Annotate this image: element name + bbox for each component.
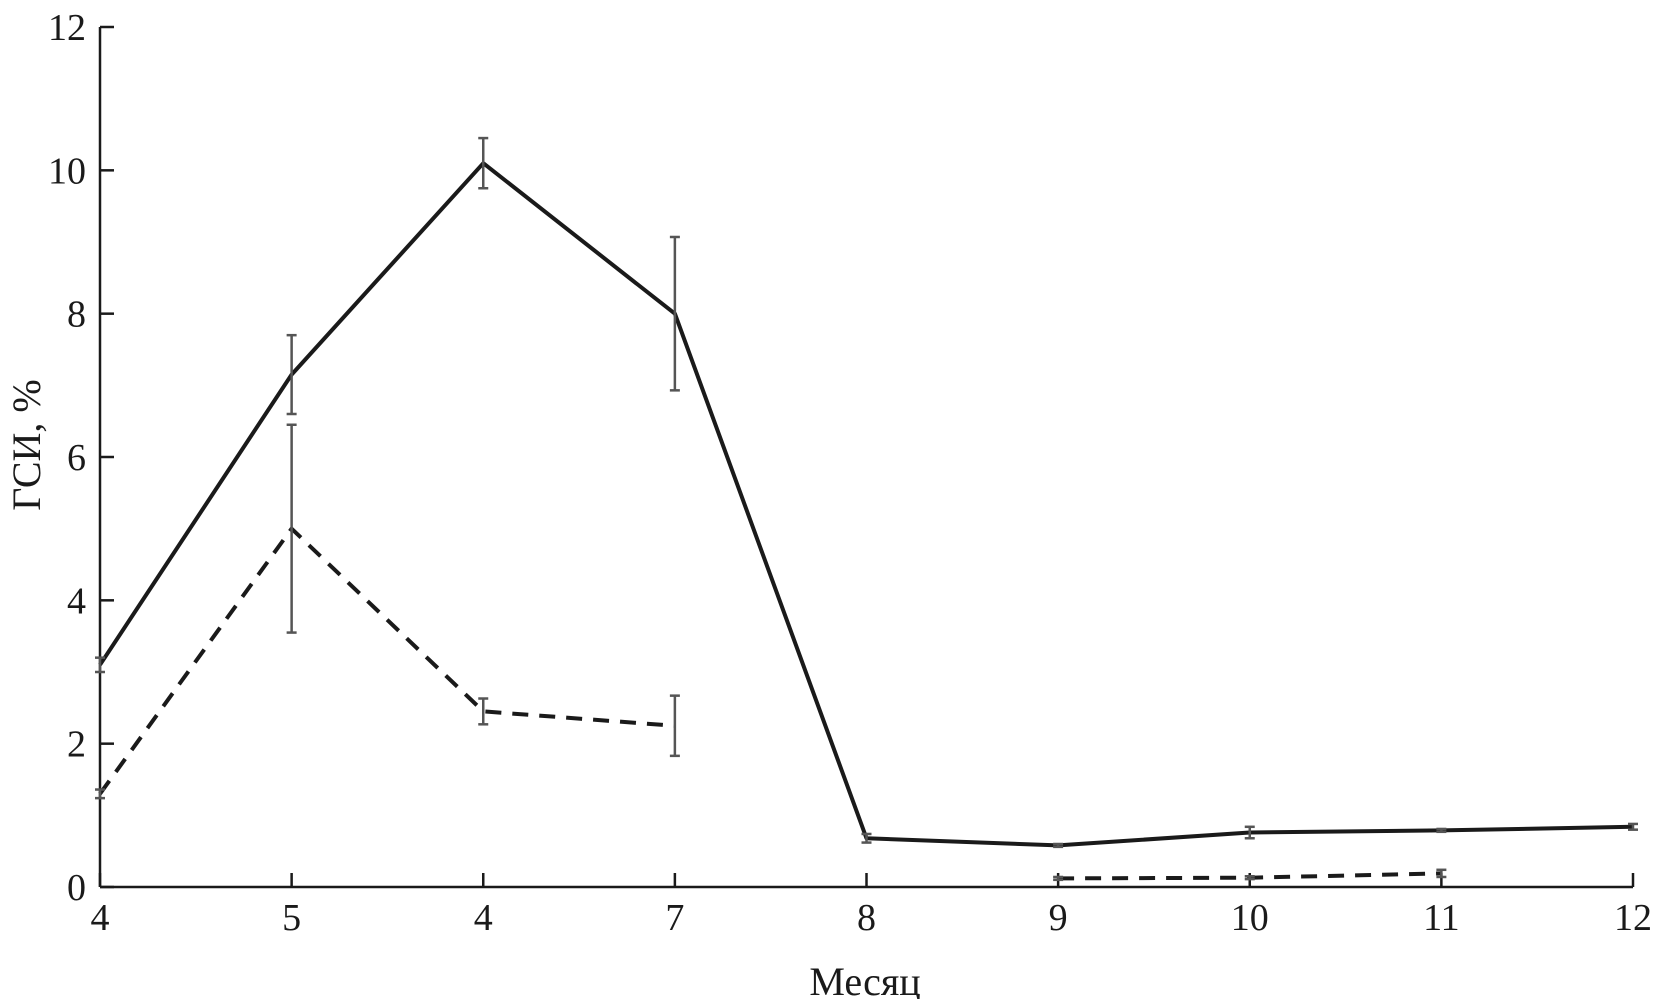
y-tick-label-3: 6 — [67, 437, 86, 479]
x-tick-label-8: 12 — [1614, 897, 1652, 939]
y-tick-label-0: 0 — [67, 867, 86, 909]
x-tick-label-1: 5 — [282, 897, 301, 939]
series-2-errbar-5 — [1053, 875, 1064, 882]
y-tick-label-2: 4 — [67, 580, 86, 622]
series-2-errbar-0 — [95, 788, 105, 800]
series-2-errbar-1 — [286, 423, 297, 634]
y-axis-title: ГСИ, % — [4, 379, 49, 510]
x-axis-title: Месяц — [809, 959, 920, 999]
series-2-errbar-2 — [478, 697, 489, 726]
y-tick-label-1: 2 — [67, 724, 86, 766]
x-tick-label-5: 9 — [1049, 897, 1068, 939]
series-1-errbar-6 — [1244, 825, 1255, 840]
x-tick-label-4: 8 — [857, 897, 876, 939]
series-1-errbar-4 — [861, 832, 872, 844]
series-1-errbar-8 — [1628, 822, 1638, 831]
series-1-errbar-5 — [1053, 842, 1064, 849]
x-tick-label-3: 7 — [665, 897, 684, 939]
y-tick-label-6: 12 — [48, 7, 86, 49]
x-tick-label-2: 4 — [474, 897, 493, 939]
error-bars — [95, 136, 1638, 882]
series-2-errbar-6 — [1244, 875, 1255, 881]
y-tick-label-5: 10 — [48, 150, 86, 192]
tick-labels: 0 2 4 6 8 10 12 4 5 4 7 8 9 10 11 12 — [48, 7, 1652, 939]
series-2-errbar-3 — [669, 694, 680, 758]
series-1-errbar-7 — [1436, 827, 1447, 834]
x-tick-label-7: 11 — [1423, 897, 1460, 939]
series-1-errbar-2 — [478, 136, 489, 190]
series-1-errbar-1 — [286, 333, 297, 416]
series-1-line — [98, 161, 1634, 848]
series-2-errbar-7 — [1436, 868, 1447, 879]
series-layer — [98, 161, 1634, 881]
axes — [98, 25, 1635, 889]
x-tick-label-0: 4 — [91, 897, 110, 939]
series-1-errbar-3 — [669, 235, 680, 392]
x-tick-label-6: 10 — [1231, 897, 1269, 939]
series-1-errbar-0 — [95, 656, 105, 674]
y-tick-label-4: 8 — [67, 294, 86, 336]
series-2-line-1 — [98, 526, 676, 795]
